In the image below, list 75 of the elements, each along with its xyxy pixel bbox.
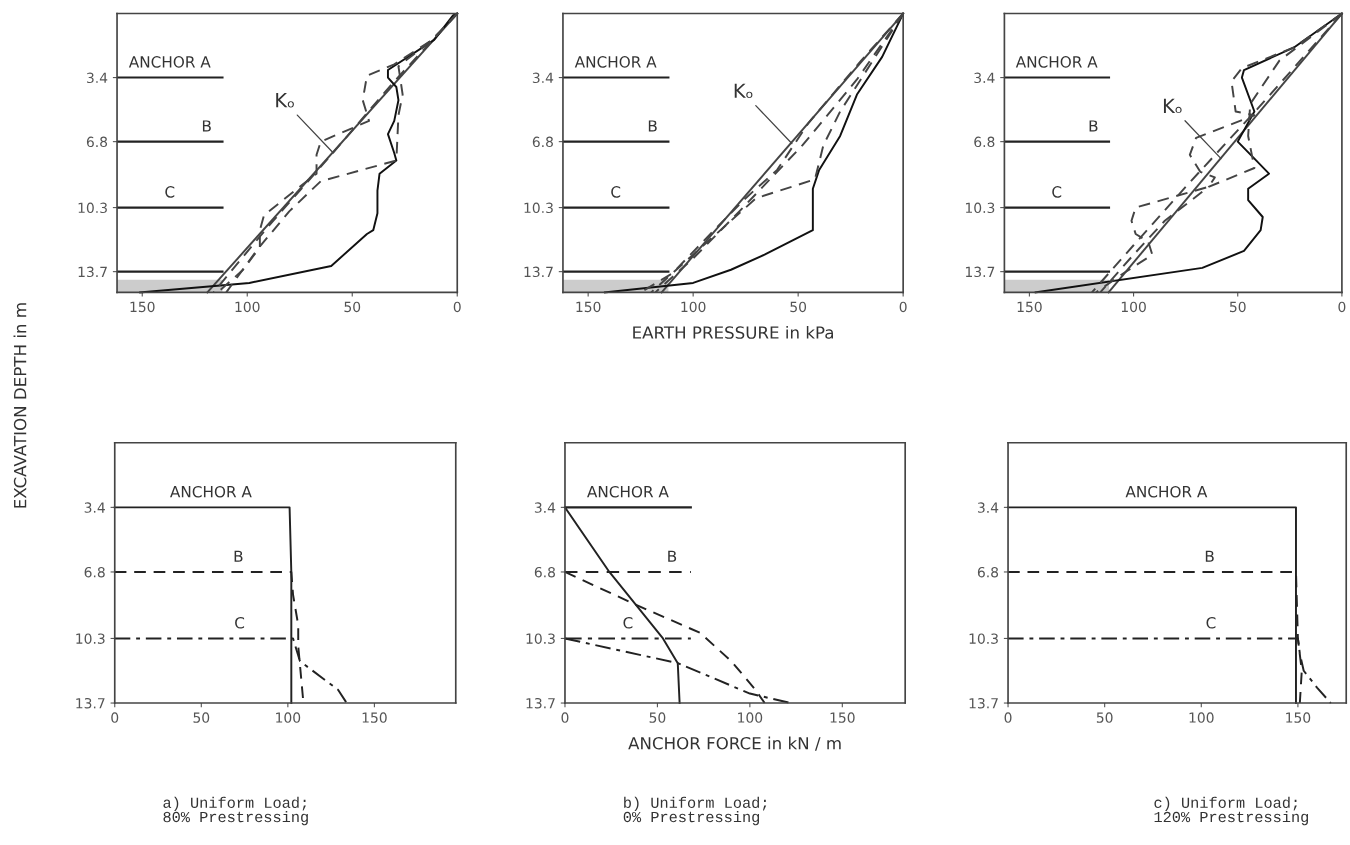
x-tick-label: 100 (738, 712, 763, 723)
ref-line-label: B (648, 120, 657, 132)
x-tick-label: 100 (681, 301, 706, 313)
x-tick-label: 0 (899, 301, 907, 313)
annotation: Kₒ (734, 83, 753, 99)
y-tick-label: 3.4 (84, 502, 105, 513)
ref-line-label: C (623, 616, 633, 629)
x-tick-label: 150 (830, 712, 855, 723)
x-tick-label: 0 (1338, 301, 1346, 313)
x-tick-label: 0 (561, 712, 569, 723)
y-tick-label: 13.7 (524, 266, 553, 278)
x-tick-label: 150 (362, 712, 387, 723)
y-tick-label: 6.8 (86, 136, 108, 148)
ref-line-label: ANCHOR A (1015, 56, 1098, 68)
y-tick-label: 3.4 (974, 72, 995, 84)
x-tick-label: 50 (1229, 301, 1246, 313)
x-tick-label: 50 (344, 301, 361, 313)
y-tick-label: 10.3 (78, 202, 107, 214)
y-tick-label: 13.7 (76, 698, 105, 709)
x-tick-label: 0 (1004, 712, 1012, 723)
y-tick-label: 3.4 (977, 502, 999, 513)
y-tick-label: 10.3 (524, 202, 553, 214)
series-label: ANCHOR A (1125, 485, 1208, 498)
y-tick-label: 6.8 (84, 566, 105, 578)
y-tick-label: 3.4 (532, 72, 554, 84)
ref-line-label: ANCHOR A (574, 56, 657, 68)
x-tick-label: 50 (790, 301, 807, 313)
y-axis-title: EXCAVATION DEPTH in m (13, 303, 27, 508)
x-tick-label: 100 (1189, 712, 1214, 723)
x-axis-title: ANCHOR FORCE in kN / m (628, 736, 841, 751)
x-tick-label: 100 (276, 712, 301, 723)
x-tick-label: 150 (1286, 712, 1311, 723)
x-tick-label: 150 (576, 301, 601, 313)
series-label: C (235, 616, 245, 629)
series-label: B (1205, 550, 1214, 562)
y-tick-label: 10.3 (969, 633, 998, 644)
series-label: ANCHOR A (170, 485, 252, 498)
y-tick-label: 13.7 (526, 698, 555, 709)
text: c) Uniform Load; 120% Prestressing (1154, 796, 1309, 826)
y-tick-label: 10.3 (965, 202, 995, 214)
y-tick-label: 13.7 (78, 266, 107, 278)
x-axis-title: EARTH PRESSURE in kPa (633, 325, 833, 339)
y-tick-label: 3.4 (86, 72, 108, 84)
annotation: Kₒ (276, 93, 294, 108)
x-tick-label: 50 (649, 712, 666, 723)
x-tick-label: 50 (1096, 712, 1113, 723)
y-tick-label: 6.8 (977, 566, 999, 578)
series-label: C (1206, 616, 1216, 629)
y-tick-label: 13.7 (965, 266, 995, 278)
x-tick-label: 100 (1121, 301, 1146, 313)
ref-line-label: B (1089, 120, 1098, 132)
y-tick-label: 13.7 (969, 698, 998, 709)
annotation: Kₒ (1163, 98, 1182, 114)
ref-line-label: B (202, 120, 211, 132)
x-tick-label: 50 (193, 712, 210, 723)
x-tick-label: 150 (1017, 301, 1042, 313)
y-tick-label: 6.8 (532, 136, 553, 148)
text: a) Uniform Load; 80% Prestressing (163, 796, 308, 826)
ref-line-label: B (668, 550, 677, 562)
x-tick-label: 150 (130, 301, 155, 313)
x-tick-label: 0 (111, 712, 119, 723)
y-tick-label: 10.3 (76, 633, 105, 644)
ref-line-label: C (1052, 186, 1062, 198)
ref-line-label: ANCHOR A (128, 56, 211, 68)
ref-line-label: ANCHOR A (587, 485, 669, 498)
text: b) Uniform Load; 0% Prestressing (623, 796, 767, 826)
y-tick-label: 6.8 (974, 136, 995, 148)
x-tick-label: 0 (453, 301, 461, 313)
y-tick-label: 10.3 (526, 633, 555, 644)
x-tick-label: 100 (235, 301, 260, 313)
series-label: B (234, 550, 243, 562)
y-tick-label: 3.4 (534, 502, 556, 513)
ref-line-label: C (611, 186, 621, 198)
ref-line-label: C (165, 186, 175, 198)
y-tick-label: 6.8 (534, 566, 555, 578)
